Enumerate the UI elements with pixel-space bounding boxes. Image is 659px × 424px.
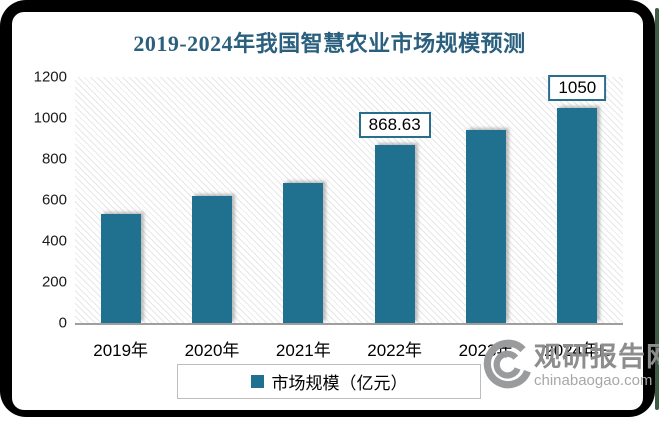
watermark-name: 观研报告网 xyxy=(534,341,659,372)
chart-title: 2019-2024年我国智慧农业市场规模预测 xyxy=(133,31,526,56)
watermark: 观研报告网 chinabaogao.com xyxy=(478,333,659,399)
y-axis-tick-400: 400 xyxy=(41,232,67,250)
data-label-2024年E: 1050 xyxy=(548,74,607,101)
y-axis: 0 200 400 600 800 1000 1200 xyxy=(0,0,67,424)
watermark-swirl-logo-icon xyxy=(478,335,532,398)
y-axis-tick-800: 800 xyxy=(41,150,67,168)
watermark-url: chinabaogao.com xyxy=(534,372,653,390)
bar-2023年 xyxy=(466,130,506,323)
plot-area: 868.63 1050 xyxy=(75,74,623,325)
bar-2020年 xyxy=(192,195,232,323)
legend-label: 市场规模（亿元） xyxy=(271,374,408,393)
y-axis-tick-200: 200 xyxy=(41,273,67,291)
y-axis-tick-1000: 1000 xyxy=(33,109,67,127)
bar-2024年E xyxy=(557,107,598,323)
bar-2019年 xyxy=(100,214,141,323)
y-axis-tick-600: 600 xyxy=(41,191,67,209)
bar-2021年 xyxy=(283,182,324,323)
legend: 市场规模（亿元） xyxy=(177,364,481,399)
y-axis-tick-0: 0 xyxy=(58,314,67,332)
watermark-text: 观研报告网 chinabaogao.com xyxy=(534,341,659,390)
data-label-2022年: 868.63 xyxy=(358,111,431,138)
right-edge-strip xyxy=(655,8,659,410)
bar-2022年 xyxy=(374,144,415,323)
legend-swatch xyxy=(250,375,264,388)
y-axis-tick-1200: 1200 xyxy=(33,68,67,86)
